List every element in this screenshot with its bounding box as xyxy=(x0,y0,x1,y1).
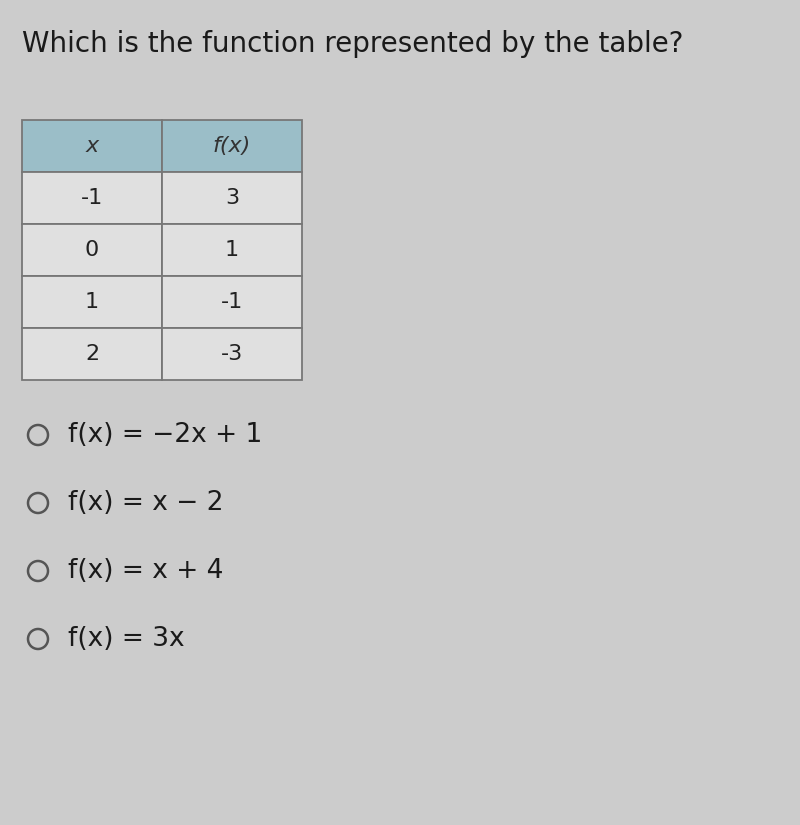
Text: x: x xyxy=(86,136,98,156)
Bar xyxy=(162,172,302,224)
Bar xyxy=(162,276,302,328)
Bar xyxy=(162,224,302,276)
Bar xyxy=(162,328,302,380)
Bar xyxy=(22,224,162,276)
Bar xyxy=(22,172,162,224)
Text: 2: 2 xyxy=(85,344,99,364)
Text: -3: -3 xyxy=(221,344,243,364)
Text: f(x) = 3x: f(x) = 3x xyxy=(68,626,185,652)
Bar xyxy=(22,328,162,380)
Text: 1: 1 xyxy=(225,240,239,260)
Text: f(x): f(x) xyxy=(213,136,251,156)
Text: Which is the function represented by the table?: Which is the function represented by the… xyxy=(22,30,683,58)
Text: 0: 0 xyxy=(85,240,99,260)
Text: -1: -1 xyxy=(81,188,103,208)
Text: f(x) = −2x + 1: f(x) = −2x + 1 xyxy=(68,422,262,448)
Bar xyxy=(22,120,162,172)
Bar xyxy=(22,276,162,328)
Text: -1: -1 xyxy=(221,292,243,312)
Text: 3: 3 xyxy=(225,188,239,208)
Bar xyxy=(162,120,302,172)
Text: f(x) = x + 4: f(x) = x + 4 xyxy=(68,558,223,584)
Text: 1: 1 xyxy=(85,292,99,312)
Text: f(x) = x − 2: f(x) = x − 2 xyxy=(68,490,223,516)
